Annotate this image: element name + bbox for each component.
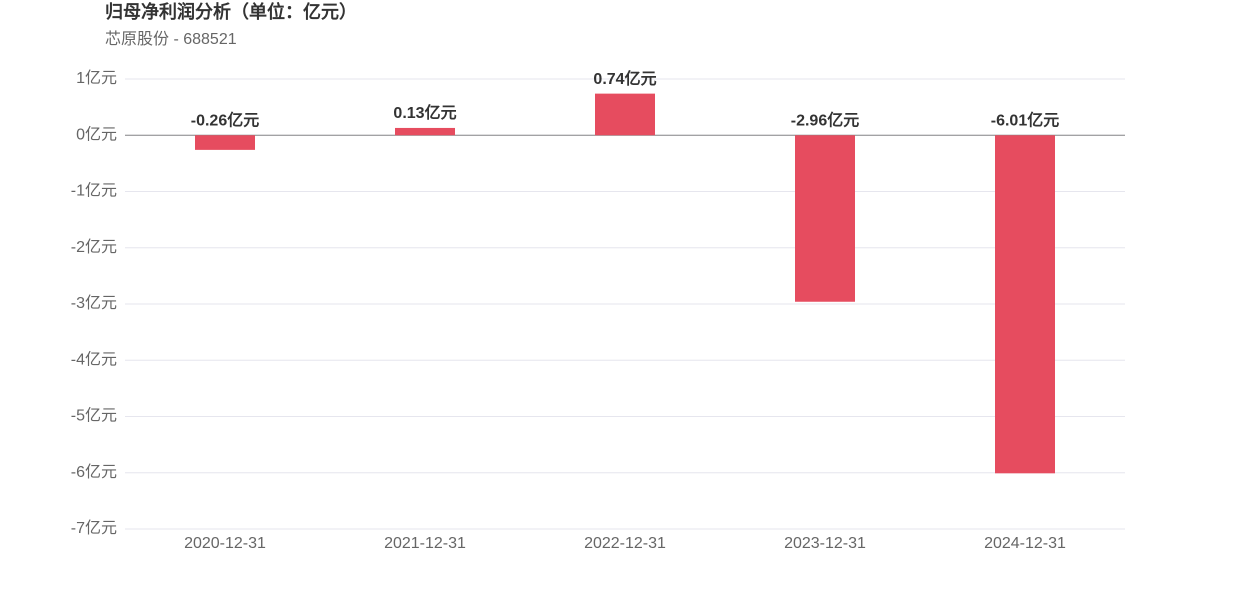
value-label: 0.13亿元 (393, 103, 456, 122)
value-label: -6.01亿元 (991, 110, 1059, 129)
bar (195, 135, 255, 150)
y-tick-label: -7亿元 (71, 519, 117, 537)
value-label: -0.26亿元 (191, 110, 259, 129)
bar (795, 135, 855, 302)
chart-title: 归母净利润分析（单位：亿元） (105, 1, 357, 22)
value-label: -2.96亿元 (791, 110, 859, 129)
x-tick-label: 2024-12-31 (984, 535, 1066, 552)
y-tick-label: -5亿元 (71, 407, 117, 425)
y-tick-label: -6亿元 (71, 463, 117, 481)
x-tick-label: 2021-12-31 (384, 535, 466, 552)
value-label: 0.74亿元 (593, 69, 656, 88)
y-tick-label: -4亿元 (71, 350, 117, 368)
x-tick-label: 2022-12-31 (584, 535, 666, 552)
y-tick-label: -3亿元 (71, 294, 117, 312)
x-tick-label: 2023-12-31 (784, 535, 866, 552)
y-tick-label: -1亿元 (71, 182, 117, 200)
y-tick-label: -2亿元 (71, 238, 117, 256)
y-tick-label: 1亿元 (76, 69, 117, 87)
y-tick-label: 0亿元 (76, 125, 117, 143)
bar (995, 135, 1055, 474)
x-tick-label: 2020-12-31 (184, 535, 266, 552)
chart-subtitle: 芯原股份 - 688521 (105, 30, 237, 48)
bar (595, 93, 655, 136)
bar (395, 127, 455, 136)
